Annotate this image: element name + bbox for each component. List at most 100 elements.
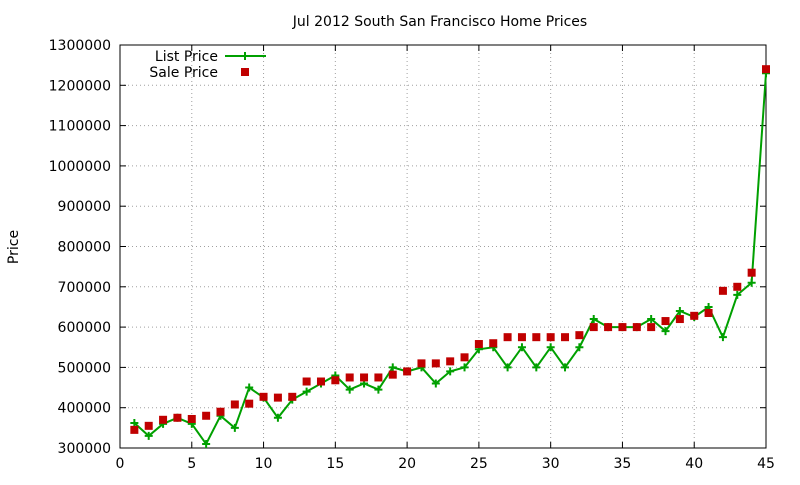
data-layer (130, 65, 770, 448)
y-tick-label: 1200000 (49, 78, 111, 94)
list-price-point (374, 385, 383, 394)
list-price-point (388, 363, 397, 372)
sale-price-point (718, 286, 727, 295)
sale-price-point (345, 373, 354, 382)
list-price-point (561, 363, 570, 372)
list-price-point (647, 315, 656, 324)
sale-price-point (403, 367, 412, 376)
y-tick-label: 1300000 (49, 38, 111, 54)
sale-price-point (632, 323, 641, 332)
list-price-line (133, 73, 767, 446)
tick-labels: 300000 400000 500000 600000 700000 800000 9000… (49, 38, 775, 472)
sale-price-point (762, 65, 770, 74)
sale-price-point (575, 331, 584, 340)
sale-price-point (460, 353, 469, 362)
sale-price-point (273, 393, 282, 402)
sale-price-point (618, 323, 627, 332)
sale-price-point (288, 392, 297, 401)
list-price-point (546, 343, 555, 352)
legend-label-sale-price: Sale Price (149, 65, 218, 81)
sale-price-point (374, 373, 383, 382)
list-price-point (245, 383, 254, 392)
plot-frame (119, 44, 767, 449)
y-tick-label: 300000 (58, 441, 111, 457)
list-price-point (202, 439, 211, 448)
x-tick-label: 15 (326, 456, 344, 472)
y-tick-label: 900000 (58, 199, 111, 215)
sale-price-point (302, 377, 311, 386)
list-price-point (718, 333, 727, 342)
sale-price-point (360, 373, 369, 382)
x-tick-label: 45 (757, 456, 775, 472)
sale-price-point (532, 333, 541, 342)
sale-price-point (733, 282, 742, 291)
list-price-point (747, 278, 756, 287)
x-tick-label: 35 (614, 456, 632, 472)
sale-price-point (431, 359, 440, 368)
sale-price-point (675, 315, 684, 324)
list-price-point (532, 363, 541, 372)
list-price-point (144, 431, 153, 440)
sale-price-point (690, 311, 699, 320)
list-price-point (517, 343, 526, 352)
list-price-point (575, 343, 584, 352)
sale-price-point (144, 421, 153, 430)
legend-marker-sale-price (241, 68, 249, 76)
x-tick-label: 40 (685, 456, 703, 472)
sale-price-point (130, 425, 139, 434)
y-tick-label: 700000 (58, 280, 111, 296)
list-price-point (130, 419, 139, 428)
grid-lines (120, 45, 766, 448)
sale-price-point (230, 400, 239, 409)
list-price-point (460, 363, 469, 372)
sale-price-point (388, 370, 397, 379)
y-tick-label: 400000 (58, 401, 111, 417)
sale-price-point (259, 392, 268, 401)
sale-price-point (503, 333, 512, 342)
sale-price-point (417, 359, 426, 368)
y-tick-label: 1000000 (49, 159, 111, 175)
sale-price-point (245, 399, 254, 408)
sale-price-point (747, 268, 756, 277)
list-price-point (345, 385, 354, 394)
x-tick-label: 30 (542, 456, 560, 472)
list-price-point (589, 315, 598, 324)
sale-price-point (159, 415, 168, 424)
list-price-point (503, 363, 512, 372)
list-price-point (230, 423, 239, 432)
chart-title: Jul 2012 South San Francisco Home Prices (292, 14, 587, 30)
sale-price-point (474, 340, 483, 349)
list-price-point (661, 327, 670, 336)
sale-price-point (661, 317, 670, 326)
list-price-point (273, 413, 282, 422)
list-price-point (446, 367, 455, 376)
x-tick-label: 20 (398, 456, 416, 472)
list-price-point (431, 379, 440, 388)
sale-price-point (489, 339, 498, 348)
x-tick-label: 25 (470, 456, 488, 472)
sale-price-point (187, 414, 196, 423)
y-axis-label: Price (6, 230, 22, 264)
y-tick-label: 1100000 (49, 119, 111, 135)
sale-price-point (173, 413, 182, 422)
x-tick-label: 10 (255, 456, 273, 472)
sale-price-point (331, 376, 340, 385)
axes (119, 44, 767, 449)
y-tick-label: 600000 (58, 320, 111, 336)
y-tick-label: 800000 (58, 240, 111, 256)
sale-price-point (316, 377, 325, 386)
list-price-point (302, 387, 311, 396)
list-price-point (733, 290, 742, 299)
sale-price-point (561, 333, 570, 342)
x-tick-label: 0 (116, 456, 125, 472)
sale-price-point (604, 323, 613, 332)
sale-price-point (202, 411, 211, 420)
sale-price-point (216, 407, 225, 416)
sale-price-point (647, 323, 656, 332)
sale-price-point (589, 323, 598, 332)
y-tick-label: 500000 (58, 360, 111, 376)
sale-price-point (446, 357, 455, 366)
